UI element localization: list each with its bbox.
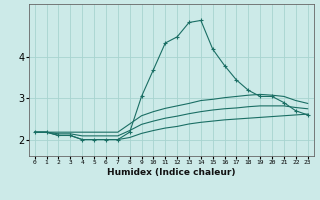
X-axis label: Humidex (Indice chaleur): Humidex (Indice chaleur)	[107, 168, 236, 177]
